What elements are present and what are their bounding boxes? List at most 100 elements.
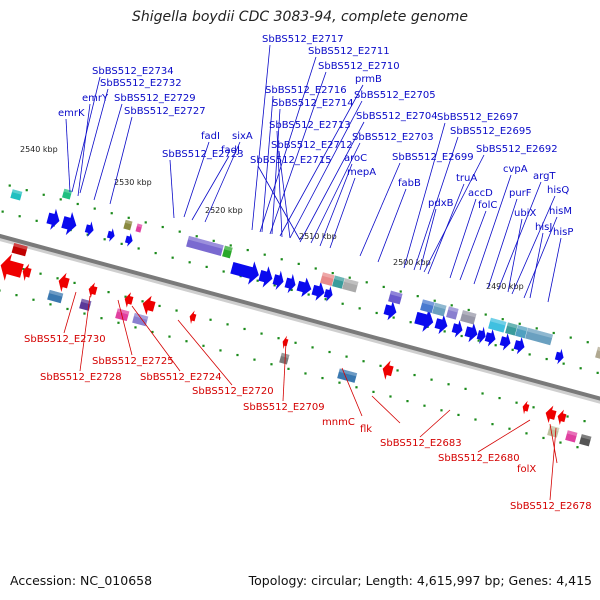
- svg-text:cvpA: cvpA: [503, 164, 528, 175]
- track-dot: [25, 189, 28, 192]
- track-dot: [273, 284, 276, 287]
- track-dot: [443, 330, 446, 333]
- svg-text:fadI: fadI: [201, 131, 220, 142]
- track-dot: [110, 212, 113, 215]
- forward-feature-box: [446, 306, 459, 320]
- track-dot: [18, 215, 21, 218]
- track-dot: [566, 415, 569, 418]
- track-dot: [457, 413, 460, 417]
- svg-text:SbBS512_E2680: SbBS512_E2680: [438, 453, 520, 464]
- svg-text:SbBS512_E2729: SbBS512_E2729: [114, 93, 196, 104]
- track-dot: [501, 318, 504, 321]
- track-dot: [569, 336, 572, 339]
- track-dot: [205, 265, 208, 269]
- forward-gene-hisP: hisP: [547, 227, 573, 303]
- forward-gene-arrow: [513, 336, 525, 355]
- track-dot: [141, 300, 144, 303]
- forward-feature-box: [488, 317, 507, 333]
- track-dot: [185, 340, 188, 343]
- track-dot: [137, 247, 140, 250]
- track-dot: [498, 396, 501, 400]
- reverse-gene-arrow: [522, 400, 530, 415]
- track-dot: [66, 307, 69, 311]
- svg-text:SbBS512_E2704: SbBS512_E2704: [356, 111, 438, 122]
- track-dot: [423, 404, 426, 407]
- forward-gene-arrow: [383, 300, 397, 321]
- reverse-gene-SbBS512_E2720: SbBS512_E2720: [177, 319, 274, 397]
- reverse-gene-SbBS512_E2730: SbBS512_E2730: [24, 291, 106, 345]
- forward-gene-arrow: [323, 286, 333, 302]
- reverse-feature-box: [579, 434, 592, 447]
- track-dot: [304, 372, 307, 375]
- forward-gene-arrow: [484, 329, 496, 347]
- track-dot: [321, 376, 324, 380]
- forward-feature-box: [186, 235, 224, 256]
- track-dot: [365, 281, 368, 284]
- forward-gene-arrow: [124, 233, 133, 247]
- track-dot: [447, 383, 450, 386]
- track-dot: [535, 327, 538, 330]
- forward-gene-emrK: emrK: [58, 108, 85, 193]
- genome-backbone: [0, 233, 600, 401]
- track-dot: [287, 367, 290, 370]
- track-dot: [545, 357, 548, 361]
- track-dot: [464, 387, 467, 390]
- track-dot: [253, 358, 256, 361]
- track-dot: [56, 277, 59, 280]
- track-dot: [226, 323, 229, 326]
- track-dot: [277, 337, 280, 340]
- forward-feature-box: [62, 188, 73, 200]
- track-dot: [134, 326, 137, 329]
- forward-feature-box: [525, 327, 554, 346]
- forward-gene-SbBS512_E2695: SbBS512_E2695: [413, 126, 532, 271]
- track-dot: [168, 335, 171, 338]
- reverse-gene-arrow: [189, 310, 197, 325]
- track-dot: [297, 262, 300, 265]
- forward-gene-hisM: hisM: [523, 206, 572, 299]
- track-dot: [379, 364, 382, 367]
- svg-text:fadJ: fadJ: [221, 145, 240, 156]
- forward-gene-SbBS512_E2692: SbBS512_E2692: [423, 144, 558, 273]
- reverse-gene-arrow: [382, 360, 394, 380]
- forward-gene-arrow: [499, 333, 511, 351]
- forward-gene-SbBS512_E2715: SbBS512_E2715: [250, 155, 332, 241]
- forward-feature-box: [432, 302, 447, 317]
- svg-text:SbBS512_E2695: SbBS512_E2695: [450, 126, 532, 137]
- reverse-gene-SbBS512_E2728: SbBS512_E2728: [40, 295, 122, 383]
- reverse-gene-SbBS512_E2725: SbBS512_E2725: [92, 299, 174, 367]
- forward-feature-box: [505, 322, 518, 336]
- scale-label-s2490: 2490 kbp: [486, 282, 524, 291]
- reverse-feature-box: [47, 289, 64, 304]
- track-dot: [59, 198, 62, 201]
- track-dot: [256, 279, 259, 282]
- forward-gene-SbBS512_E2732: SbBS512_E2732: [79, 78, 182, 194]
- track-dot: [243, 327, 246, 331]
- svg-text:SbBS512_E2697: SbBS512_E2697: [437, 112, 519, 123]
- track-dot: [392, 316, 395, 319]
- forward-gene-arrow: [84, 221, 94, 237]
- track-dot: [100, 317, 103, 320]
- track-dot: [219, 349, 222, 352]
- scale-label-s2530: 2530 kbp: [114, 178, 152, 187]
- track-dot: [144, 221, 147, 224]
- forward-gene-arrow: [258, 266, 273, 288]
- track-dot: [263, 253, 266, 256]
- svg-text:SbBS512_E2715: SbBS512_E2715: [250, 155, 332, 166]
- track-dot: [324, 298, 327, 301]
- forward-gene-arrow: [230, 261, 259, 285]
- track-dot: [481, 392, 484, 395]
- track-dot: [73, 281, 76, 285]
- forward-feature-box: [135, 223, 143, 233]
- reverse-gene-mnmC: mnmC: [322, 367, 363, 428]
- svg-text:SbBS512_E2728: SbBS512_E2728: [40, 372, 122, 383]
- track-dot: [430, 378, 433, 381]
- topology-label: Topology: circular; Length: 4,615,997 bp…: [248, 573, 592, 588]
- svg-text:accD: accD: [468, 188, 493, 199]
- track-dot: [345, 355, 348, 358]
- reverse-gene-arrow: [557, 409, 567, 426]
- forward-gene-SbBS512_E2723: SbBS512_E2723: [162, 149, 244, 219]
- track-dot: [474, 418, 477, 421]
- svg-text:hisM: hisM: [549, 206, 572, 217]
- forward-gene-SbBS512_E2711: SbBS512_E2711: [259, 46, 390, 233]
- forward-gene-arrow: [311, 281, 325, 301]
